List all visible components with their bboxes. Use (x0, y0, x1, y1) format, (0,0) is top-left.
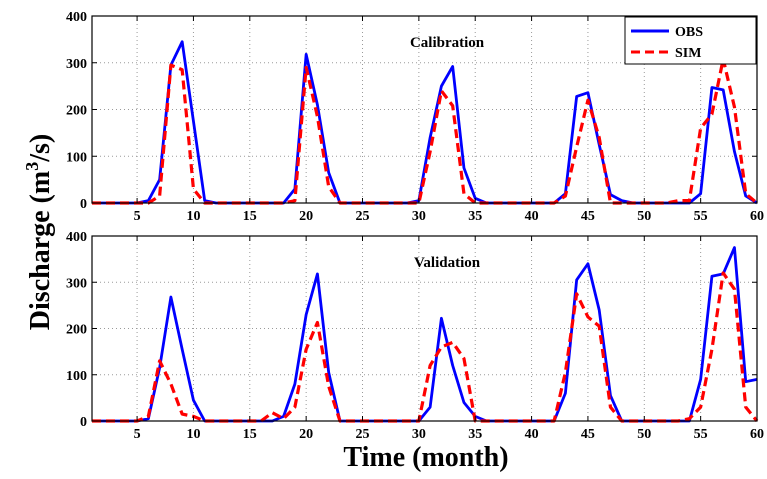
x-tick-label: 5 (134, 209, 141, 224)
x-tick-label: 50 (637, 209, 651, 224)
x-tick-label: 45 (581, 209, 595, 224)
x-tick-label: 35 (468, 427, 482, 442)
x-tick-label: 40 (525, 427, 539, 442)
x-tick-label: 20 (299, 209, 313, 224)
panel-title: Calibration (410, 35, 485, 51)
x-tick-label: 15 (243, 427, 257, 442)
x-tick-label: 40 (525, 209, 539, 224)
y-tick-label: 300 (66, 57, 87, 72)
x-tick-label: 55 (694, 427, 708, 442)
legend: OBS SIM (624, 16, 757, 65)
panel-title: Validation (414, 255, 481, 271)
x-tick-label: 30 (412, 209, 426, 224)
y-axis-title-tail: /s) (25, 134, 56, 163)
x-tick-label: 25 (356, 427, 370, 442)
x-tick-label: 30 (412, 427, 426, 442)
y-tick-label: 300 (66, 276, 87, 291)
y-tick-label: 100 (66, 369, 87, 384)
panel-calibration: 5 10 15 20 25 30 35 40 45 50 55 60 0 100 200 300 400 Cali… (66, 10, 764, 224)
y-tick-label: 100 (66, 150, 87, 165)
y-tick-label: 0 (80, 415, 87, 430)
panel-validation: 5 10 15 20 25 30 35 40 45 50 55 60 0 100 200 300 400 Vali… (66, 230, 764, 442)
x-tick-label: 55 (694, 209, 708, 224)
x-tick-label: 10 (186, 209, 200, 224)
y-tick-label: 200 (66, 104, 87, 119)
y-tick-label: 0 (80, 197, 87, 212)
y-tick-label: 400 (66, 10, 87, 25)
y-axis-title-superscript: 3 (22, 162, 42, 171)
x-tick-label: 5 (134, 427, 141, 442)
panels-layer: 5 10 15 20 25 30 35 40 45 50 55 600100200300400Cali… (66, 10, 764, 442)
legend-label-sim: SIM (675, 46, 701, 61)
x-tick-label: 45 (581, 427, 595, 442)
x-tick-label: 20 (299, 427, 313, 442)
x-tick-label: 25 (356, 209, 370, 224)
x-tick-label: 10 (186, 427, 200, 442)
y-axis-title: Discharge (m3/s) (22, 134, 56, 330)
legend-box (624, 16, 757, 65)
y-tick-label: 400 (66, 230, 87, 245)
x-axis-title: Time (month) (343, 442, 508, 473)
x-tick-label: 60 (750, 209, 764, 224)
y-tick-label: 200 (66, 323, 87, 338)
x-tick-label: 15 (243, 209, 257, 224)
x-tick-label: 35 (468, 209, 482, 224)
x-tick-label: 50 (637, 427, 651, 442)
x-tick-label: 60 (750, 427, 764, 442)
legend-label-obs: OBS (675, 25, 703, 40)
